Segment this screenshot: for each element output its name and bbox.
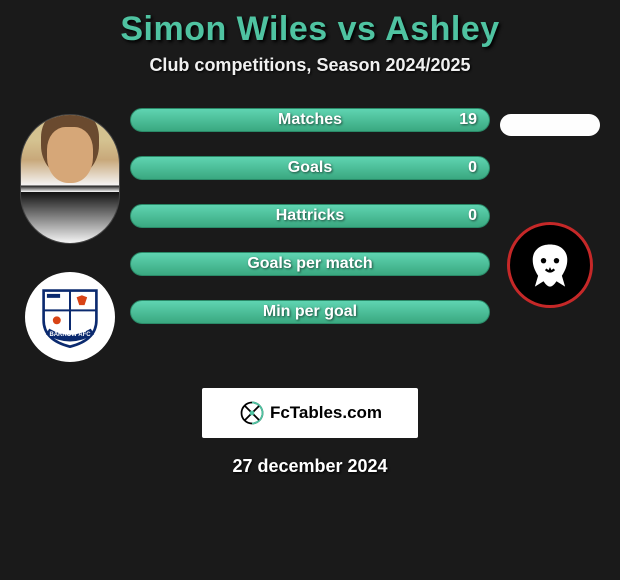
stat-bar-matches: Matches 19 — [130, 108, 490, 132]
right-column — [490, 104, 610, 308]
stat-label: Min per goal — [263, 303, 357, 321]
subtitle: Club competitions, Season 2024/2025 — [0, 55, 620, 76]
page-title: Simon Wiles vs Ashley — [0, 10, 620, 49]
player2-photo — [500, 114, 600, 136]
left-column: BARROW AFC — [10, 104, 130, 362]
stat-label: Hattricks — [276, 207, 344, 225]
player2-club-badge — [507, 222, 593, 308]
stat-label: Goals — [288, 159, 332, 177]
title-player2: Ashley — [385, 10, 500, 48]
fctables-logo-icon — [238, 399, 266, 427]
stat-value-right: 19 — [459, 111, 477, 129]
stat-bar-goals-per-match: Goals per match — [130, 252, 490, 276]
stat-value-right: 0 — [468, 159, 477, 177]
player1-photo — [20, 114, 120, 244]
brand-text: FcTables.com — [270, 403, 382, 423]
stat-value-right: 0 — [468, 207, 477, 225]
stat-bar-goals: Goals 0 — [130, 156, 490, 180]
date-label: 27 december 2024 — [0, 456, 620, 477]
brand-badge[interactable]: FcTables.com — [202, 388, 418, 438]
stat-bar-min-per-goal: Min per goal — [130, 300, 490, 324]
title-player1: Simon Wiles — [120, 10, 327, 48]
barrow-afc-crest-icon: BARROW AFC — [37, 284, 103, 350]
svg-text:BARROW AFC: BARROW AFC — [49, 332, 91, 338]
main-row: BARROW AFC Matches 19 Goals 0 Hattricks … — [0, 104, 620, 362]
title-vs: vs — [328, 10, 385, 48]
stat-label: Goals per match — [247, 255, 372, 273]
stat-bar-hattricks: Hattricks 0 — [130, 204, 490, 228]
stats-column: Matches 19 Goals 0 Hattricks 0 Goals per… — [130, 104, 490, 328]
player1-club-badge: BARROW AFC — [25, 272, 115, 362]
stat-label: Matches — [278, 111, 342, 129]
salford-lion-crest-icon — [523, 238, 577, 292]
comparison-card: Simon Wiles vs Ashley Club competitions,… — [0, 0, 620, 580]
